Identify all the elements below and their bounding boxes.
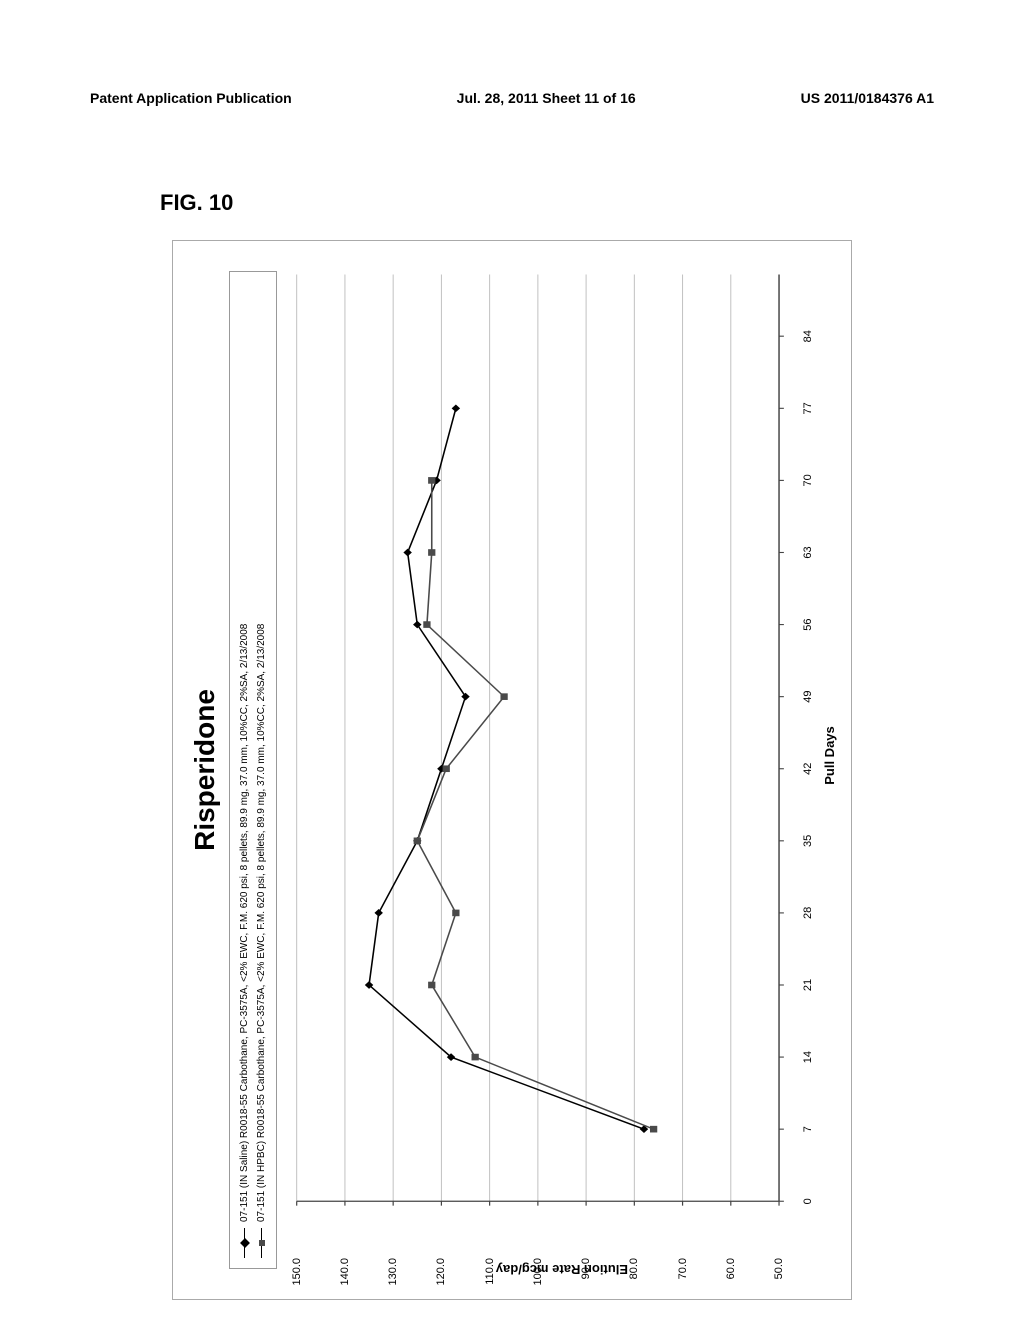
plot-svg: [287, 259, 796, 1252]
x-tick-label: 21: [796, 979, 814, 991]
chart-rotated-stage: Risperidone 07-151 (IN Saline) R0018-55 …: [172, 240, 852, 1300]
legend-item-saline: 07-151 (IN Saline) R0018-55 Carbothane, …: [236, 282, 253, 1258]
y-tick-label: 60.0: [725, 1252, 737, 1279]
y-axis-label: Elution Rate mcg/day: [287, 1258, 837, 1281]
x-tick-label: 63: [796, 546, 814, 558]
legend-marker-square: [261, 1228, 262, 1258]
x-tick-label: 14: [796, 1051, 814, 1063]
y-tick-label: 140.0: [339, 1252, 351, 1286]
plot-column: 50.060.070.080.090.0100.0110.0120.0130.0…: [287, 259, 837, 1258]
legend-marker-diamond: [244, 1228, 245, 1258]
y-tick-label: 100.0: [532, 1252, 544, 1286]
x-tick-label: 0: [796, 1198, 814, 1204]
chart-legend: 07-151 (IN Saline) R0018-55 Carbothane, …: [229, 271, 277, 1269]
header-center: Jul. 28, 2011 Sheet 11 of 16: [457, 90, 636, 106]
y-tick-label: 150.0: [291, 1252, 303, 1286]
x-tick-label: 42: [796, 763, 814, 775]
header-right: US 2011/0184376 A1: [801, 90, 934, 106]
plot-wrap: Elution Rate mcg/day 50.060.070.080.090.…: [287, 259, 837, 1281]
x-tick-label: 35: [796, 835, 814, 847]
y-tick-label: 50.0: [773, 1252, 785, 1279]
y-tick-label: 130.0: [387, 1252, 399, 1286]
page-header: Patent Application Publication Jul. 28, …: [90, 90, 934, 106]
chart-card: Risperidone 07-151 (IN Saline) R0018-55 …: [172, 240, 852, 1300]
y-tick-label: 110.0: [484, 1252, 496, 1285]
y-tick-label: 80.0: [628, 1252, 640, 1279]
x-tick-label: 70: [796, 474, 814, 486]
chart-title: Risperidone: [189, 259, 221, 1281]
plot-area: 50.060.070.080.090.0100.0110.0120.0130.0…: [287, 259, 796, 1252]
y-tick-label: 120.0: [435, 1252, 447, 1286]
legend-label: 07-151 (IN Saline) R0018-55 Carbothane, …: [236, 624, 253, 1222]
figure-label: FIG. 10: [160, 190, 233, 216]
x-tick-label: 77: [796, 402, 814, 414]
y-tick-label: 90.0: [580, 1252, 592, 1279]
x-tick-label: 56: [796, 618, 814, 630]
legend-label: 07-151 (IN HPBC) R0018-55 Carbothane, PC…: [253, 624, 270, 1222]
header-left: Patent Application Publication: [90, 90, 292, 106]
legend-item-hpbc: 07-151 (IN HPBC) R0018-55 Carbothane, PC…: [253, 282, 270, 1258]
y-tick-label: 70.0: [677, 1252, 689, 1279]
x-tick-label: 49: [796, 691, 814, 703]
x-tick-label: 7: [796, 1126, 814, 1132]
x-tick-label: 84: [796, 330, 814, 342]
x-tick-label: 28: [796, 907, 814, 919]
